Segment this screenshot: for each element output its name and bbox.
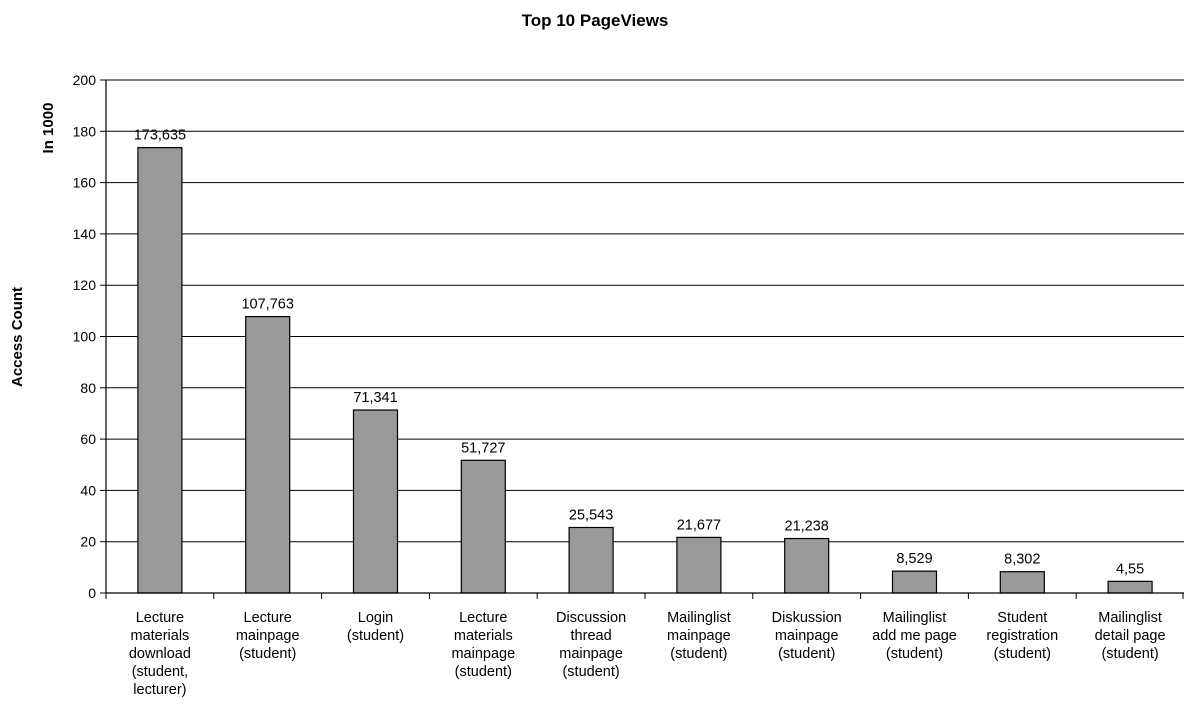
data-label: 25,543 — [569, 507, 613, 523]
category-label-line: (student) — [455, 664, 512, 680]
category-label-line: (student) — [670, 646, 727, 662]
category-label-line: Mailinglist — [1098, 610, 1162, 626]
category-label: Mailinglist detail page (student) — [1095, 610, 1166, 662]
axes — [100, 79, 1184, 599]
category-label-line: Login — [358, 610, 393, 626]
category-label: Discussion thread mainpage (student) — [556, 610, 626, 680]
y-tick-label: 40 — [80, 482, 96, 498]
category-label-line: add me page — [872, 628, 957, 644]
category-label-line: Lecture — [244, 610, 292, 626]
data-label: 21,238 — [785, 519, 829, 535]
data-label: 173,635 — [134, 128, 186, 144]
bar — [1107, 580, 1153, 594]
data-label: 8,529 — [896, 551, 932, 567]
category-label: Login (student) — [347, 610, 404, 644]
category-label-line: Lecture — [136, 610, 184, 626]
labels: 0 20 40 60 80 100 120 140 160 180 200 173,635 Lectur… — [73, 72, 1166, 698]
category-label: Mailinglist mainpage (student) — [667, 610, 731, 662]
category-label: Lecture mainpage (student) — [236, 610, 300, 662]
category-label-line: lecturer) — [133, 682, 186, 698]
y-tick-label: 100 — [73, 329, 97, 345]
category-label-line: detail page — [1095, 628, 1166, 644]
y-tick-label: 140 — [73, 226, 97, 242]
data-label: 107,763 — [241, 297, 293, 313]
y-tick-label: 120 — [73, 277, 97, 293]
category-label-line: Discussion — [556, 610, 626, 626]
category-label: Mailinglist add me page (student) — [872, 610, 957, 662]
bar — [137, 147, 183, 594]
category-label-line: materials — [130, 628, 189, 644]
category-label-line: Diskussion — [772, 610, 842, 626]
bar — [460, 459, 506, 594]
category-label-line: registration — [986, 628, 1058, 644]
chart-title: Top 10 PageViews — [522, 11, 669, 30]
category-label-line: Student — [997, 610, 1047, 626]
data-label: 21,677 — [677, 517, 721, 533]
bar — [568, 526, 614, 594]
data-label: 71,341 — [353, 390, 397, 406]
category-label-line: Mailinglist — [883, 610, 947, 626]
bars — [137, 147, 1153, 594]
data-label: 8,302 — [1004, 552, 1040, 568]
category-label-line: mainpage — [451, 646, 515, 662]
bar — [784, 537, 830, 594]
y-tick-label: 180 — [73, 123, 97, 139]
category-label-line: mainpage — [559, 646, 623, 662]
y-tick-label: 20 — [80, 534, 96, 550]
bar — [352, 409, 399, 594]
bar — [999, 571, 1045, 594]
bar — [891, 570, 938, 594]
y-axis-unit: In 1000 — [40, 103, 57, 154]
category-label-line: mainpage — [667, 628, 731, 644]
category-label: Lecture materials download (student, lecture… — [129, 610, 191, 698]
category-label-line: download — [129, 646, 191, 662]
bar — [676, 536, 722, 594]
category-label: Student registration (student) — [986, 610, 1058, 662]
data-label: 51,727 — [461, 440, 505, 456]
category-label-line: (student, — [132, 664, 188, 680]
category-label-line: Mailinglist — [667, 610, 731, 626]
y-tick-label: 160 — [73, 175, 97, 191]
category-label: Diskussion mainpage (student) — [772, 610, 842, 662]
category-label-line: (student) — [994, 646, 1051, 662]
category-label-line: (student) — [562, 664, 619, 680]
category-label-line: thread — [571, 628, 612, 644]
data-label: 4,55 — [1116, 561, 1144, 577]
y-tick-label: 200 — [73, 72, 97, 88]
category-label-line: (student) — [239, 646, 296, 662]
category-label-line: Lecture — [459, 610, 507, 626]
y-tick-label: 80 — [80, 380, 96, 396]
bar — [245, 315, 291, 594]
category-label-line: (student) — [778, 646, 835, 662]
category-label-line: mainpage — [236, 628, 300, 644]
category-label-line: (student) — [1101, 646, 1158, 662]
category-label-line: (student) — [886, 646, 943, 662]
y-tick-label: 0 — [88, 585, 96, 601]
y-axis-label: Access Count — [9, 287, 26, 387]
category-label-line: mainpage — [775, 628, 839, 644]
category-label: Lecture materials mainpage (student) — [451, 610, 515, 680]
y-tick-label: 60 — [80, 431, 96, 447]
category-label-line: materials — [454, 628, 513, 644]
category-label-line: (student) — [347, 628, 404, 644]
